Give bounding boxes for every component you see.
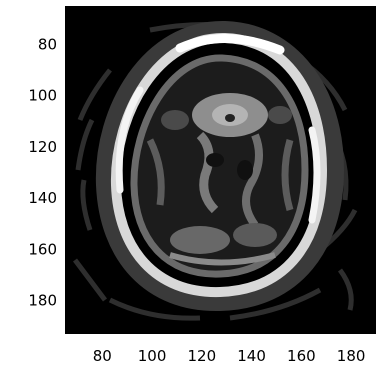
y-tick-label: 140 <box>28 189 57 207</box>
shell-highlight-top <box>175 33 285 55</box>
shell-highlight-right <box>308 126 321 224</box>
x-tick-label: 140 <box>237 347 266 365</box>
y-tick-label: 80 <box>38 35 57 53</box>
y-tick-label: 180 <box>28 292 57 310</box>
y-tick-labels: 80 100 120 140 160 180 <box>28 35 57 309</box>
interior-structures <box>146 93 294 266</box>
x-tick-label: 180 <box>337 347 366 365</box>
x-tick-label: 80 <box>93 347 112 365</box>
x-tick-label: 160 <box>287 347 316 365</box>
x-tick-label: 100 <box>138 347 167 365</box>
y-tick-label: 160 <box>28 240 57 258</box>
x-tick-labels: 80 100 120 140 160 180 <box>93 347 366 365</box>
background-ripples <box>72 21 358 321</box>
shell-highlight-left <box>115 86 144 194</box>
intensity-image <box>72 20 358 321</box>
outer-halo <box>95 20 345 312</box>
y-tick-label: 120 <box>28 138 57 156</box>
y-tick-label: 100 <box>28 87 57 105</box>
x-tick-label: 120 <box>188 347 217 365</box>
